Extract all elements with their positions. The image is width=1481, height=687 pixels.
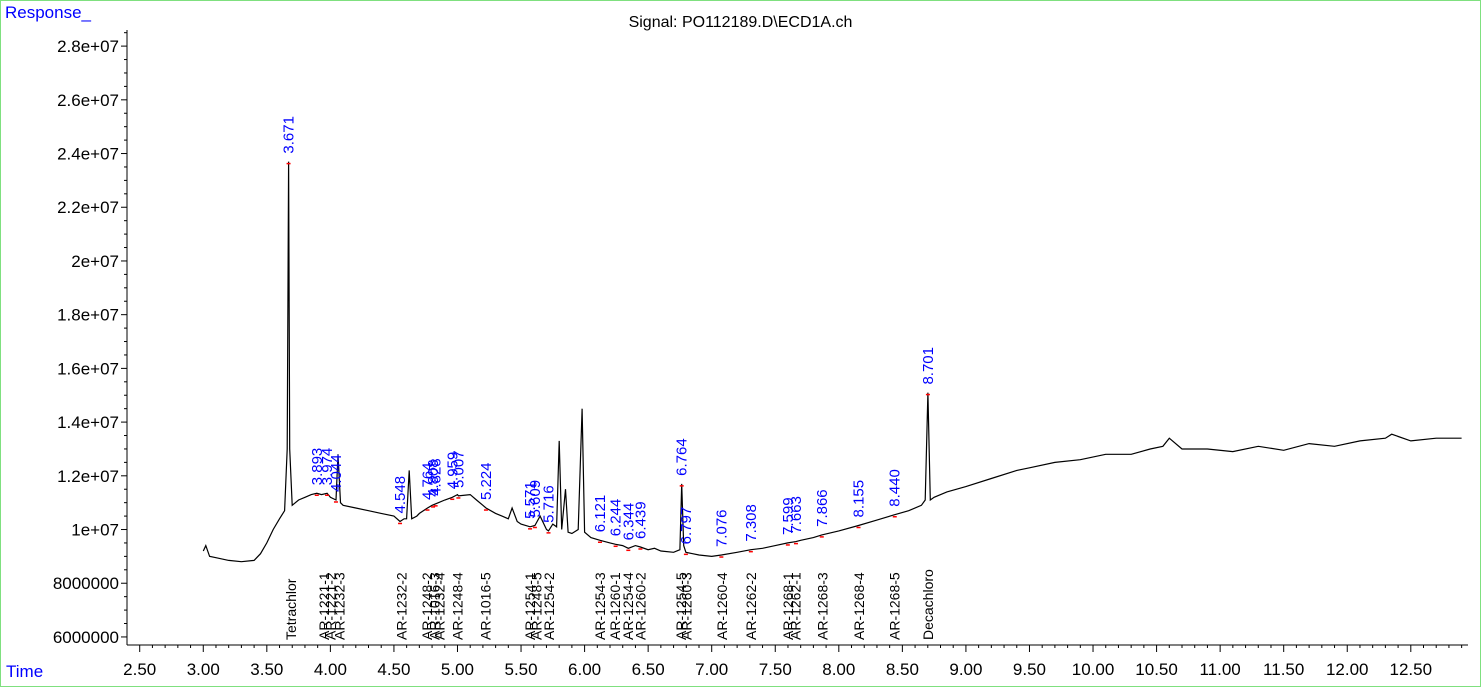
x-tick-label: 3.50 bbox=[250, 660, 283, 679]
chart-title: Signal: PO112189.D\ECD1A.ch bbox=[628, 14, 853, 31]
peak-label: 6.244 bbox=[608, 499, 625, 537]
compound-label: AR-1248-2 bbox=[419, 572, 435, 640]
x-tick-label: 6.00 bbox=[568, 660, 601, 679]
x-tick-label: 12.50 bbox=[1390, 660, 1433, 679]
peak-label: 6.121 bbox=[592, 495, 609, 533]
y-tick-label: 1.2e+07 bbox=[57, 467, 119, 486]
x-tick-label: 3.00 bbox=[187, 660, 220, 679]
x-axis-title: Time bbox=[6, 662, 44, 681]
y-tick-label: 2e+07 bbox=[71, 252, 119, 271]
peak-label: 6.439 bbox=[632, 501, 649, 539]
y-tick-label: 1.4e+07 bbox=[57, 413, 119, 432]
peak-label: 3.671 bbox=[281, 116, 298, 154]
compound-label: AR-1221-2 bbox=[322, 572, 338, 640]
y-tick-label: 1e+07 bbox=[71, 521, 119, 540]
compound-label: AR-1268-1 bbox=[780, 572, 796, 640]
peak-label: 8.440 bbox=[887, 469, 904, 507]
x-tick-label: 8.50 bbox=[886, 660, 919, 679]
compound-label: AR-1221-1 bbox=[316, 572, 332, 640]
compound-label: AR-1254-4 bbox=[620, 572, 636, 640]
y-tick-label: 2.4e+07 bbox=[57, 145, 119, 164]
y-tick-label: 6000000 bbox=[53, 628, 119, 647]
x-tick-label: 4.00 bbox=[314, 660, 347, 679]
peak-label: 7.308 bbox=[743, 504, 760, 542]
peak-label: 8.155 bbox=[851, 480, 868, 518]
x-tick-label: 7.00 bbox=[695, 660, 728, 679]
compound-label: AR-1268-4 bbox=[851, 572, 867, 640]
compound-label: AR-1260-2 bbox=[633, 572, 649, 640]
x-tick-label: 9.50 bbox=[1013, 660, 1046, 679]
x-tick-label: 11.50 bbox=[1263, 660, 1304, 679]
x-tick-label: 5.50 bbox=[504, 660, 537, 679]
compound-label: AR-1232-4 bbox=[432, 572, 448, 640]
x-tick-label: 6.50 bbox=[632, 660, 665, 679]
compound-label: AR-1260-4 bbox=[714, 572, 730, 640]
peak-label: 6.797 bbox=[678, 507, 695, 545]
peak-label: 6.344 bbox=[620, 503, 637, 541]
x-tick-label: 8.00 bbox=[822, 660, 855, 679]
x-tick-label: 11.00 bbox=[1199, 660, 1240, 679]
compound-label: AR-1262-1 bbox=[788, 572, 804, 640]
peak-label: 5.007 bbox=[450, 450, 467, 488]
x-tick-label: 10.00 bbox=[1072, 660, 1115, 679]
compound-label: AR-1254-3 bbox=[592, 572, 608, 640]
compound-label: Decachloro bbox=[920, 569, 936, 640]
peak-label: 3.974 bbox=[319, 448, 336, 486]
x-tick-label: 9.00 bbox=[949, 660, 982, 679]
peak-label: 4.764 bbox=[419, 462, 436, 500]
y-tick-label: 2.2e+07 bbox=[57, 198, 119, 217]
peak-label: 7.866 bbox=[814, 489, 831, 527]
peak-label: 7.663 bbox=[788, 496, 805, 534]
peak-label: 7.076 bbox=[713, 509, 730, 547]
y-tick-label: 1.8e+07 bbox=[57, 306, 119, 325]
compound-label: AR-1268-3 bbox=[814, 572, 830, 640]
x-tick-label: 7.50 bbox=[759, 660, 792, 679]
chromatogram-trace bbox=[202, 161, 1462, 563]
peak-label: 4.548 bbox=[392, 476, 409, 514]
peak-label: 5.716 bbox=[540, 485, 557, 523]
peak-label: 4.808 bbox=[425, 459, 442, 497]
compound-label: AR-1254-2 bbox=[541, 572, 557, 640]
peak-label: 3.893 bbox=[309, 448, 326, 486]
x-tick-label: 5.00 bbox=[441, 660, 474, 679]
compound-label: AR-1254-1 bbox=[522, 572, 538, 640]
y-tick-label: 2.6e+07 bbox=[57, 91, 119, 110]
y-tick-label: 8000000 bbox=[53, 574, 119, 593]
compound-label: AR-1232-2 bbox=[394, 572, 410, 640]
peak-label: 4.044 bbox=[328, 454, 345, 492]
compound-label: AR-1260-3 bbox=[678, 572, 694, 640]
compound-label: AR-1016-3 bbox=[427, 572, 443, 640]
x-tick-label: 2.50 bbox=[123, 660, 156, 679]
compound-label: AR-1232-3 bbox=[331, 572, 347, 640]
peak-label: 5.224 bbox=[478, 462, 495, 500]
compound-label: AR-1268-5 bbox=[887, 572, 903, 640]
compound-label: Tetrachlor bbox=[283, 578, 299, 640]
y-tick-label: 1.6e+07 bbox=[57, 359, 119, 378]
peak-label: 8.701 bbox=[920, 347, 937, 385]
compound-label: AR-1254-5 bbox=[673, 572, 689, 640]
compound-label: AR-1262-2 bbox=[743, 572, 759, 640]
y-axis-title: Response_ bbox=[5, 3, 92, 22]
compound-label: AR-1248-5 bbox=[528, 572, 544, 640]
peak-label: 4.959 bbox=[444, 452, 461, 490]
compound-label: AR-1248-4 bbox=[449, 572, 465, 640]
compound-label: AR-1016-5 bbox=[477, 572, 493, 640]
x-tick-label: 12.00 bbox=[1326, 660, 1369, 679]
compound-label: AR-1260-1 bbox=[607, 572, 623, 640]
peak-label: 5.609 bbox=[527, 480, 544, 518]
peak-label: 7.599 bbox=[780, 497, 797, 535]
x-tick-label: 10.50 bbox=[1135, 660, 1178, 679]
y-tick-label: 2.8e+07 bbox=[57, 37, 119, 56]
x-tick-label: 4.50 bbox=[377, 660, 410, 679]
peak-label: 4.828 bbox=[428, 458, 445, 496]
peak-label: 5.571 bbox=[522, 481, 539, 519]
peak-label: 6.764 bbox=[674, 438, 691, 476]
